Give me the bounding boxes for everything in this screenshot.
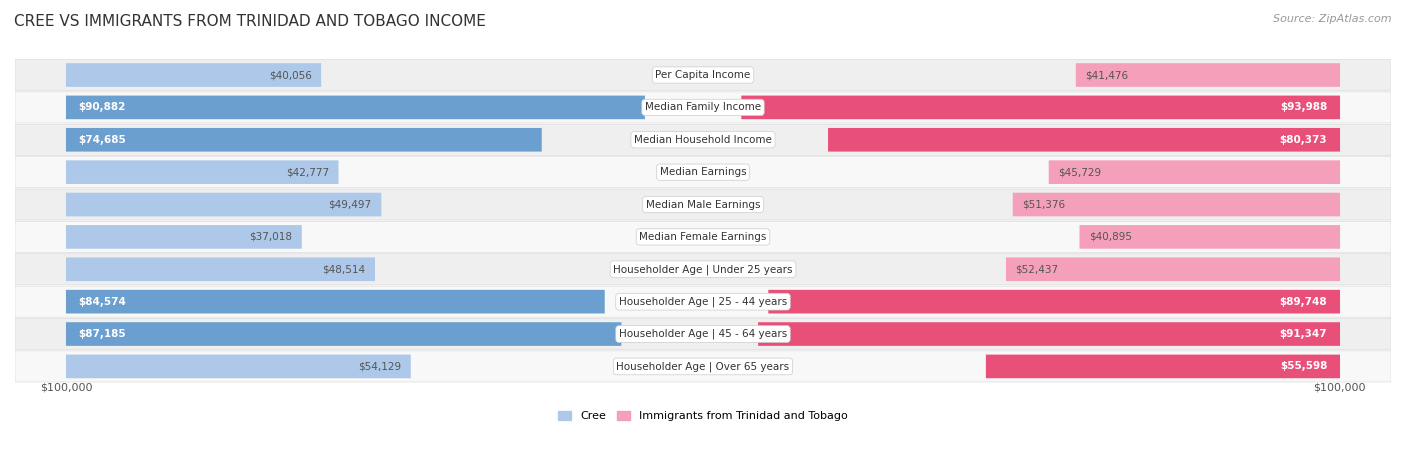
FancyBboxPatch shape [15, 351, 1391, 382]
Text: $52,437: $52,437 [1015, 264, 1059, 274]
Text: $45,729: $45,729 [1059, 167, 1101, 177]
FancyBboxPatch shape [66, 354, 411, 378]
FancyBboxPatch shape [1049, 160, 1340, 184]
FancyBboxPatch shape [66, 63, 321, 87]
FancyBboxPatch shape [66, 290, 605, 313]
Text: Median Earnings: Median Earnings [659, 167, 747, 177]
Text: $90,882: $90,882 [79, 102, 127, 113]
Text: $42,777: $42,777 [285, 167, 329, 177]
Text: Householder Age | 25 - 44 years: Householder Age | 25 - 44 years [619, 297, 787, 307]
Text: $100,000: $100,000 [1313, 382, 1365, 392]
FancyBboxPatch shape [66, 322, 621, 346]
Text: Householder Age | 45 - 64 years: Householder Age | 45 - 64 years [619, 329, 787, 340]
FancyBboxPatch shape [15, 221, 1391, 253]
Text: $89,748: $89,748 [1279, 297, 1327, 307]
Text: $80,373: $80,373 [1279, 135, 1327, 145]
FancyBboxPatch shape [66, 225, 302, 249]
FancyBboxPatch shape [66, 128, 541, 152]
Text: $40,056: $40,056 [269, 70, 312, 80]
FancyBboxPatch shape [66, 160, 339, 184]
FancyBboxPatch shape [66, 257, 375, 281]
Text: $100,000: $100,000 [41, 382, 93, 392]
FancyBboxPatch shape [15, 156, 1391, 188]
Text: $55,598: $55,598 [1279, 361, 1327, 371]
Text: Median Male Earnings: Median Male Earnings [645, 199, 761, 210]
Text: Householder Age | Under 25 years: Householder Age | Under 25 years [613, 264, 793, 275]
FancyBboxPatch shape [741, 96, 1340, 119]
Text: $51,376: $51,376 [1022, 199, 1066, 210]
Text: $48,514: $48,514 [322, 264, 366, 274]
Text: Per Capita Income: Per Capita Income [655, 70, 751, 80]
Text: $37,018: $37,018 [249, 232, 292, 242]
Text: Median Female Earnings: Median Female Earnings [640, 232, 766, 242]
Legend: Cree, Immigrants from Trinidad and Tobago: Cree, Immigrants from Trinidad and Tobag… [554, 406, 852, 425]
FancyBboxPatch shape [986, 354, 1340, 378]
FancyBboxPatch shape [15, 318, 1391, 350]
FancyBboxPatch shape [66, 193, 381, 216]
FancyBboxPatch shape [1012, 193, 1340, 216]
Text: $54,129: $54,129 [359, 361, 401, 371]
Text: $87,185: $87,185 [79, 329, 127, 339]
Text: $49,497: $49,497 [329, 199, 371, 210]
FancyBboxPatch shape [1007, 257, 1340, 281]
FancyBboxPatch shape [15, 286, 1391, 317]
FancyBboxPatch shape [15, 59, 1391, 91]
FancyBboxPatch shape [768, 290, 1340, 313]
Text: Median Family Income: Median Family Income [645, 102, 761, 113]
FancyBboxPatch shape [828, 128, 1340, 152]
Text: CREE VS IMMIGRANTS FROM TRINIDAD AND TOBAGO INCOME: CREE VS IMMIGRANTS FROM TRINIDAD AND TOB… [14, 14, 486, 29]
Text: $41,476: $41,476 [1085, 70, 1129, 80]
FancyBboxPatch shape [15, 92, 1391, 123]
FancyBboxPatch shape [15, 254, 1391, 285]
Text: Median Household Income: Median Household Income [634, 135, 772, 145]
Text: Householder Age | Over 65 years: Householder Age | Over 65 years [616, 361, 790, 372]
FancyBboxPatch shape [66, 96, 645, 119]
Text: $84,574: $84,574 [79, 297, 127, 307]
FancyBboxPatch shape [15, 189, 1391, 220]
FancyBboxPatch shape [1080, 225, 1340, 249]
Text: $91,347: $91,347 [1279, 329, 1327, 339]
Text: Source: ZipAtlas.com: Source: ZipAtlas.com [1274, 14, 1392, 24]
Text: $40,895: $40,895 [1090, 232, 1132, 242]
FancyBboxPatch shape [15, 124, 1391, 156]
FancyBboxPatch shape [1076, 63, 1340, 87]
Text: $74,685: $74,685 [79, 135, 127, 145]
FancyBboxPatch shape [758, 322, 1340, 346]
Text: $93,988: $93,988 [1279, 102, 1327, 113]
